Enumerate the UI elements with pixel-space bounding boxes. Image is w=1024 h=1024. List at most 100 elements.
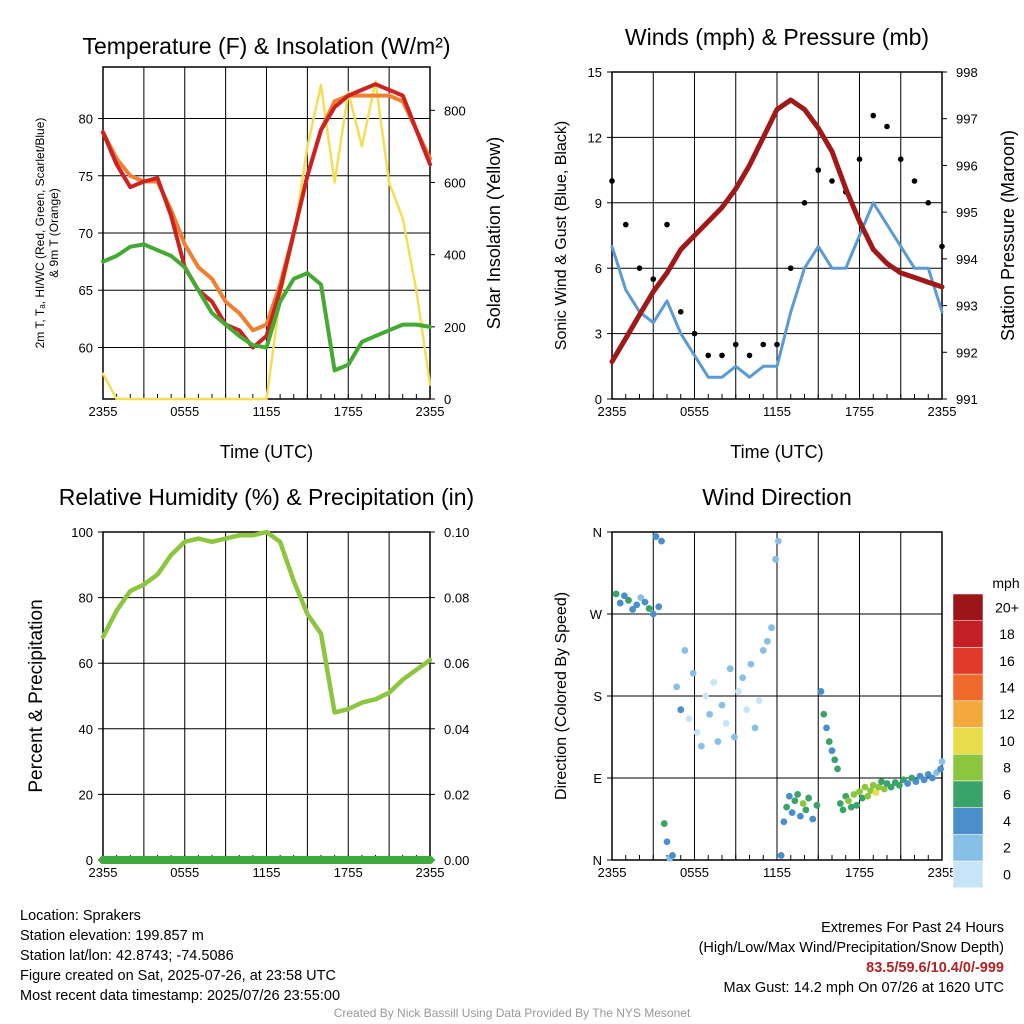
gust-point	[691, 330, 698, 337]
gust-point	[664, 221, 670, 228]
direction-points	[612, 533, 946, 862]
direction-point	[660, 820, 668, 827]
gust-point	[856, 156, 863, 162]
extremes-legend: (High/Low/Max Wind/Precipitation/Snow De…	[698, 940, 1004, 956]
direction-point	[629, 606, 637, 613]
direction-point	[904, 780, 912, 787]
direction-point	[853, 801, 861, 809]
colorbar-label: 12	[999, 706, 1015, 722]
credit-text: Created By Nick Bassill Using Data Provi…	[333, 1006, 691, 1020]
direction-point	[714, 738, 722, 745]
direction-point	[768, 624, 775, 632]
direction-point	[794, 791, 802, 798]
colorbar-label: 18	[999, 626, 1015, 642]
gust-point	[760, 341, 767, 348]
latlon-text: Station lat/lon: 42.8743; -74.5086	[20, 948, 234, 964]
direction-point	[739, 674, 747, 682]
direction-point	[755, 697, 763, 704]
direction-point	[850, 791, 858, 798]
y-axis-label-left-2: & 9m T (Orange)	[47, 188, 61, 278]
y-tick-label-right: 0.08	[444, 591, 469, 606]
x-tick-label: 1155	[253, 404, 281, 419]
y-tick-label-right: 994	[956, 252, 978, 267]
y-tick-label-left: 6	[595, 261, 602, 276]
direction-point	[681, 647, 689, 654]
y-tick-label-left: N	[593, 525, 602, 540]
y-tick-label-left: S	[593, 689, 602, 704]
y-axis-label-right: Station Pressure (Maroon)	[998, 130, 1018, 341]
x-tick-label: 1155	[763, 404, 791, 419]
y-tick-label-left: E	[593, 771, 602, 786]
y-tick-label-right: 0.10	[444, 525, 469, 540]
gust-point	[774, 341, 780, 348]
direction-point	[813, 801, 821, 809]
x-tick-label: 0555	[680, 865, 709, 880]
x-tick-label: 1755	[334, 865, 363, 880]
y-tick-label-right: 991	[956, 392, 978, 407]
gust-point	[897, 156, 904, 162]
direction-point	[938, 758, 946, 765]
direction-point	[663, 838, 671, 846]
colorbar-label: 16	[999, 653, 1015, 669]
colorbar-title: mph	[992, 575, 1019, 591]
y-tick-label-left: 80	[79, 591, 93, 606]
direction-point	[867, 787, 874, 795]
direction-point	[785, 792, 793, 800]
created-text: Figure created on Sat, 2025-07-26, at 23…	[20, 968, 336, 984]
colorbar-swatch	[952, 593, 984, 621]
y-tick-label-right: 0.00	[444, 853, 469, 868]
x-tick-label: 2355	[928, 404, 957, 419]
y-tick-label-left: 75	[79, 169, 93, 184]
direction-point	[710, 678, 718, 686]
direction-point	[831, 756, 839, 764]
location-text: Location: Sprakers	[20, 908, 141, 924]
direction-point	[820, 710, 828, 718]
colorbar-swatch	[952, 673, 984, 702]
direction-point	[751, 724, 759, 732]
colorbar-label: 2	[1003, 840, 1011, 856]
y-tick-label-right: 800	[444, 103, 466, 118]
direction-point	[847, 803, 855, 811]
y-tick-label-right: 400	[444, 248, 466, 263]
gust-point	[636, 265, 643, 272]
direction-point	[788, 809, 796, 817]
direction-point	[637, 594, 645, 601]
elevation-text: Station elevation: 199.857 m	[20, 928, 204, 944]
direction-point	[693, 729, 701, 736]
gust-point	[677, 309, 684, 315]
direction-point	[834, 765, 841, 773]
y-tick-label-right: 0.04	[444, 722, 469, 737]
dewpoint-line	[101, 242, 432, 373]
colorbar-label: 4	[1003, 813, 1011, 829]
direction-point	[620, 592, 628, 600]
y-tick-label-right: 0.06	[444, 656, 469, 671]
direction-point	[864, 792, 872, 800]
extremes-info: Extremes For Past 24 Hours (High/Low/Max…	[699, 918, 1004, 998]
extremes-title: Extremes For Past 24 Hours	[821, 920, 1004, 936]
direction-point	[880, 785, 888, 793]
gust-point	[801, 200, 808, 206]
gust-point	[732, 341, 739, 348]
direction-point	[839, 806, 847, 814]
direction-point	[616, 599, 624, 607]
x-tick-label: 2355	[89, 404, 118, 419]
x-tick-label: 2355	[928, 865, 957, 880]
direction-point	[809, 815, 817, 823]
temp-2m-line	[101, 82, 432, 350]
panel-frame	[611, 71, 943, 400]
y-axis-label-left: Direction (Colored By Speed)	[553, 592, 570, 800]
direction-point	[673, 683, 681, 691]
direction-point	[625, 596, 632, 604]
chart-title: Winds (mph) & Pressure (mb)	[625, 24, 929, 50]
gust-point	[719, 352, 725, 359]
direction-point	[722, 719, 730, 727]
y-tick-label-left: 0	[86, 853, 93, 868]
direction-point	[783, 803, 791, 811]
x-axis-label: Time (UTC)	[220, 442, 313, 462]
y-tick-label-left: 40	[79, 722, 93, 737]
x-tick-label: 0555	[170, 865, 199, 880]
gust-point	[884, 123, 890, 130]
gust-point	[911, 178, 918, 184]
pressure-line	[609, 97, 945, 365]
x-tick-label: 1755	[845, 404, 874, 419]
